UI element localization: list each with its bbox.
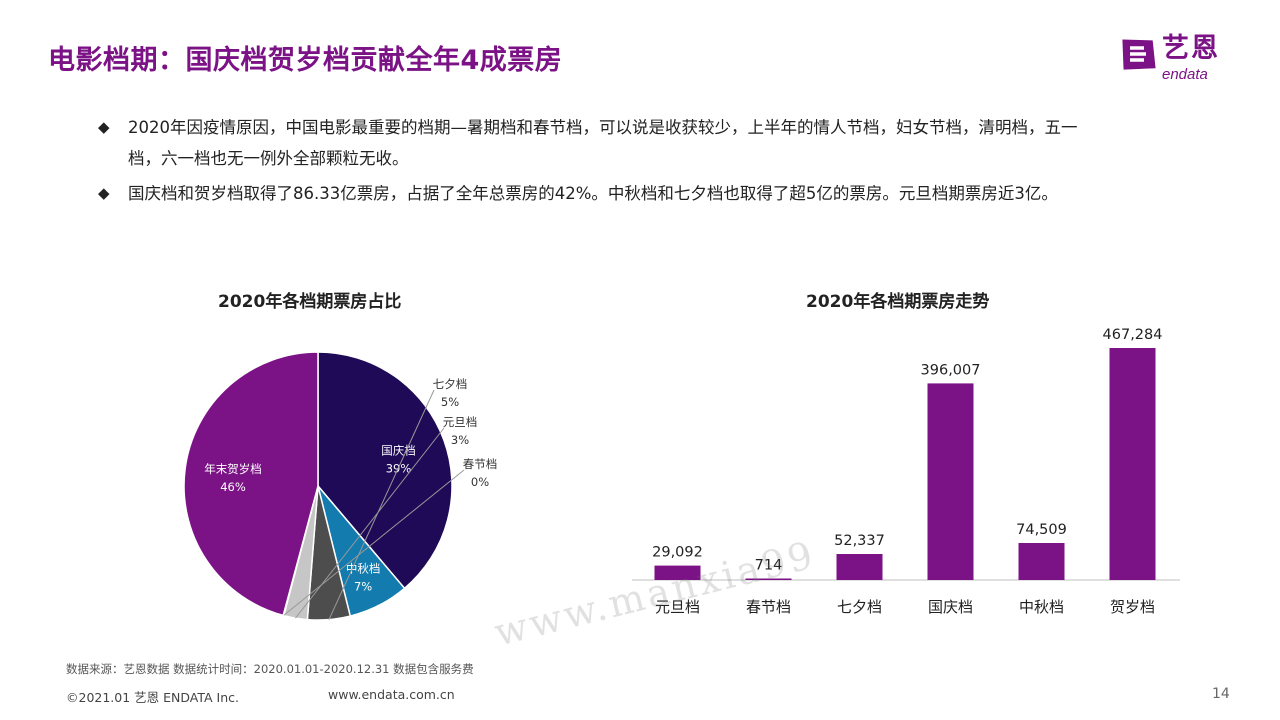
logo-mark-icon — [1122, 39, 1156, 70]
bar-value-label: 467,284 — [1103, 327, 1163, 343]
bar-value-label: 714 — [755, 558, 783, 574]
x-tick-label: 国庆档 — [928, 598, 973, 616]
bar-value-label: 29,092 — [652, 545, 703, 561]
pie-slice-label: 年末贺岁档 — [204, 462, 262, 476]
footer-url: www.endata.com.cn — [328, 687, 455, 702]
pie-slice-label: 元旦档 — [443, 415, 478, 429]
bar-value-label: 74,509 — [1016, 522, 1067, 538]
pie-slice-label: 中秋档 — [346, 561, 381, 575]
bullet-2-line-1: 国庆档和贺岁档取得了86.33亿票房，占据了全年总票房的42%。中秋档和七夕档也… — [128, 184, 1058, 203]
page-number: 14 — [1212, 686, 1230, 702]
bullet-list: ◆ 2020年因疫情原因，中国电影最重要的档期—暑期档和春节档，可以说是收获较少… — [98, 112, 1238, 209]
bar — [745, 578, 792, 580]
pie-chart-title: 2020年各档期票房占比 — [218, 292, 402, 312]
bar — [654, 565, 701, 580]
logo-cn-text: 艺恩 — [1162, 33, 1220, 64]
bullet-1-line-1: 2020年因疫情原因，中国电影最重要的档期—暑期档和春节档，可以说是收获较少，上… — [128, 118, 1078, 137]
bar-chart: 29,092 元旦档 714 春节档 52,337 七夕档 396,007 国庆档 74,509… — [632, 327, 1180, 616]
footer-copyright: ©2021.01 艺恩 ENDATA Inc. — [66, 690, 240, 705]
bullet-item-2: ◆ 国庆档和贺岁档取得了86.33亿票房，占据了全年总票房的42%。中秋档和七夕… — [98, 178, 1238, 209]
bullet-item-1: ◆ 2020年因疫情原因，中国电影最重要的档期—暑期档和春节档，可以说是收获较少… — [98, 112, 1238, 174]
pie-slice-percent: 46% — [220, 480, 246, 494]
x-tick-label: 元旦档 — [655, 598, 700, 616]
pie-leader-line — [328, 389, 435, 620]
bar — [927, 383, 974, 580]
diamond-bullet-icon: ◆ — [98, 184, 110, 202]
pie-leader-line — [283, 469, 465, 616]
bar-chart-title: 2020年各档期票房走势 — [806, 292, 990, 312]
bar-value-label: 396,007 — [921, 362, 981, 378]
pie-slice-label: 七夕档 — [433, 377, 468, 391]
pie-slice-percent: 0% — [471, 475, 489, 489]
x-tick-label: 中秋档 — [1019, 598, 1064, 616]
pie-slice-label: 国庆档 — [381, 444, 416, 458]
pie-slice-percent: 5% — [441, 395, 459, 409]
bar-value-label: 52,337 — [834, 533, 885, 549]
bar — [1018, 543, 1065, 580]
pie-slice-percent: 7% — [354, 579, 372, 593]
x-tick-label: 春节档 — [746, 598, 791, 616]
x-tick-label: 七夕档 — [837, 598, 882, 616]
logo-en-text: endata — [1162, 66, 1208, 83]
diamond-bullet-icon: ◆ — [98, 118, 110, 136]
x-tick-label: 贺岁档 — [1110, 598, 1155, 616]
pie-slice — [317, 351, 453, 590]
page-title: 电影档期：国庆档贺岁档贡献全年4成票房 — [48, 45, 563, 76]
bar — [1109, 348, 1156, 580]
footer-source: 数据来源：艺恩数据 数据统计时间：2020.01.01-2020.12.31 数… — [66, 662, 474, 676]
pie-slice — [183, 351, 319, 617]
endata-logo: 艺恩 endata — [1116, 28, 1246, 92]
bar — [836, 554, 883, 580]
pie-slice-label: 春节档 — [463, 457, 498, 471]
bullet-1-line-2: 档，六一档也无一例外全部颗粒无收。 — [128, 149, 409, 168]
pie-slice-percent: 3% — [451, 433, 469, 447]
